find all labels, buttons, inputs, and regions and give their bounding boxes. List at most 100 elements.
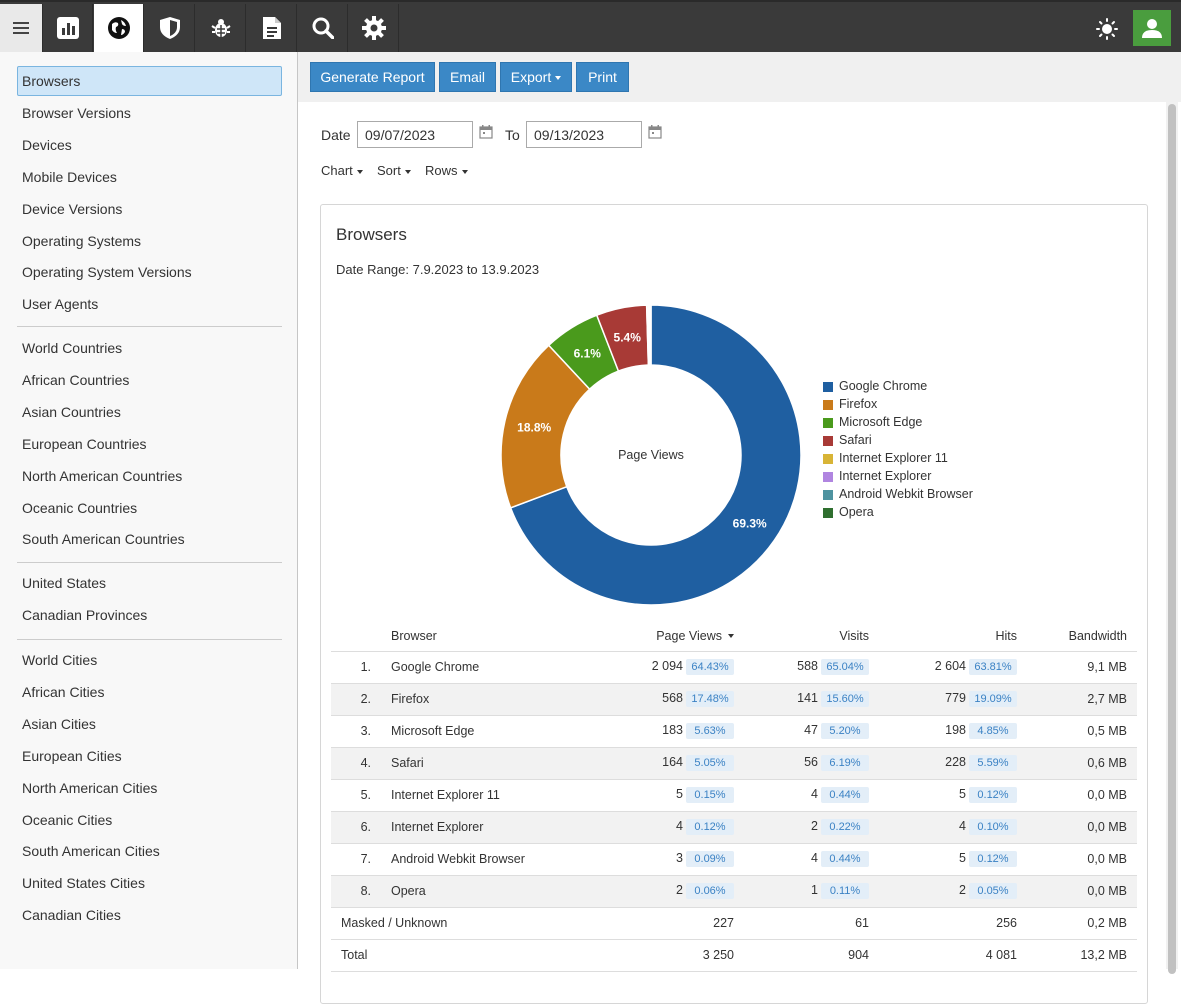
email-button[interactable]: Email bbox=[439, 62, 496, 92]
sidebar-item-asian-countries[interactable]: Asian Countries bbox=[22, 403, 121, 420]
row-bandwidth: 9,1 MB bbox=[1027, 651, 1137, 684]
bar-chart-icon[interactable] bbox=[43, 4, 93, 52]
chevron-down-icon bbox=[555, 76, 562, 81]
row-rank: 4. bbox=[331, 747, 381, 780]
sidebar-item-world-cities[interactable]: World Cities bbox=[22, 652, 98, 668]
bug-icon[interactable] bbox=[196, 4, 246, 52]
rows-dropdown[interactable]: Rows bbox=[425, 163, 468, 178]
sidebar-item-oceanic-cities[interactable]: Oceanic Cities bbox=[22, 811, 113, 828]
date-from-input[interactable] bbox=[357, 121, 473, 148]
browsers-table: Browser Page Views Visits Hits Bandwidth… bbox=[331, 621, 1137, 972]
sidebar-item-user-agents[interactable]: User Agents bbox=[22, 296, 99, 313]
sidebar-item-north-american-countries[interactable]: North American Countries bbox=[22, 467, 183, 484]
document-icon[interactable] bbox=[247, 4, 297, 52]
row-rank: 2. bbox=[331, 683, 381, 716]
col-header-page-views[interactable]: Page Views bbox=[584, 621, 744, 652]
sidebar-item-canadian-cities[interactable]: Canadian Cities bbox=[22, 907, 121, 924]
row-page-views: 164 5.05% bbox=[584, 747, 744, 780]
sidebar-item-european-countries[interactable]: European Countries bbox=[22, 435, 147, 452]
total-row: Total 3 250 904 4 081 13,2 MB bbox=[331, 939, 1137, 972]
sort-desc-icon bbox=[728, 634, 734, 639]
total-row-label: Total bbox=[331, 939, 584, 972]
pie-slice-google-chrome[interactable] bbox=[509, 304, 802, 606]
row-hits: 198 4.85% bbox=[879, 715, 1027, 748]
sidebar-item-devices[interactable]: Devices bbox=[22, 136, 72, 153]
row-browser-name: Google Chrome bbox=[381, 651, 584, 684]
generate-report-button[interactable]: Generate Report bbox=[310, 62, 435, 92]
sidebar-item-north-american-cities[interactable]: North American Cities bbox=[22, 779, 158, 796]
vertical-scrollbar[interactable] bbox=[1166, 102, 1178, 974]
pie-slice-opera[interactable] bbox=[649, 304, 652, 366]
sidebar-item-south-american-cities[interactable]: South American Cities bbox=[22, 843, 160, 860]
shield-icon[interactable] bbox=[145, 4, 195, 52]
col-header-hits[interactable]: Hits bbox=[879, 621, 1027, 652]
main-content: Generate Report Email Export Print Date … bbox=[298, 52, 1181, 1004]
sidebar-item-asian-cities[interactable]: Asian Cities bbox=[22, 715, 96, 732]
legend-label: Internet Explorer bbox=[839, 469, 932, 483]
sidebar-item-african-cities[interactable]: African Cities bbox=[22, 683, 105, 700]
row-page-views-value: 3 bbox=[676, 851, 683, 865]
row-rank: 6. bbox=[331, 811, 381, 844]
row-hits-value: 779 bbox=[945, 691, 966, 705]
row-page-views: 4 0.12% bbox=[584, 811, 744, 844]
row-visits: 4 0.44% bbox=[744, 843, 879, 876]
sidebar-item-south-american-countries[interactable]: South American Countries bbox=[22, 531, 185, 548]
row-visits-percent-badge: 0.44% bbox=[821, 787, 869, 803]
row-visits: 588 65.04% bbox=[744, 651, 879, 684]
col-header-browser[interactable]: Browser bbox=[381, 621, 584, 652]
gear-icon[interactable] bbox=[349, 4, 399, 52]
sort-dropdown[interactable]: Sort bbox=[377, 163, 411, 178]
calendar-icon[interactable] bbox=[648, 125, 662, 139]
row-bandwidth: 0,0 MB bbox=[1027, 779, 1137, 812]
sidebar-item-browser-versions[interactable]: Browser Versions bbox=[22, 104, 131, 121]
print-button[interactable]: Print bbox=[576, 62, 629, 92]
user-icon[interactable] bbox=[1133, 10, 1171, 46]
sidebar-item-world-countries[interactable]: World Countries bbox=[22, 340, 123, 356]
row-visits-value: 141 bbox=[797, 691, 818, 705]
row-browser-name: Safari bbox=[381, 747, 584, 780]
sidebar-item-operating-system-versions[interactable]: Operating System Versions bbox=[22, 264, 192, 281]
row-page-views: 2 094 64.43% bbox=[584, 651, 744, 684]
sun-icon[interactable] bbox=[1090, 12, 1124, 46]
calendar-icon[interactable] bbox=[479, 125, 493, 139]
row-page-views-percent-badge: 17.48% bbox=[686, 691, 734, 707]
total-row-hits: 4 081 bbox=[879, 939, 1027, 972]
total-row-page-views: 3 250 bbox=[584, 939, 744, 972]
sidebar-item-african-countries[interactable]: African Countries bbox=[22, 371, 130, 388]
globe-icon[interactable] bbox=[94, 4, 144, 52]
row-page-views-value: 183 bbox=[662, 723, 683, 737]
top-navigation-bar bbox=[0, 0, 1181, 52]
row-visits-percent-badge: 6.19% bbox=[821, 755, 869, 771]
col-header-bandwidth[interactable]: Bandwidth bbox=[1027, 621, 1137, 652]
row-browser-name: Opera bbox=[381, 875, 584, 908]
legend-swatch bbox=[823, 454, 833, 464]
legend-label: Internet Explorer 11 bbox=[839, 451, 948, 465]
row-page-views-value: 568 bbox=[662, 691, 683, 705]
sidebar-item-mobile-devices[interactable]: Mobile Devices bbox=[22, 168, 117, 185]
sidebar-item-oceanic-countries[interactable]: Oceanic Countries bbox=[22, 499, 138, 516]
sidebar-item-european-cities[interactable]: European Cities bbox=[22, 747, 122, 764]
menu-icon[interactable] bbox=[0, 4, 43, 52]
row-visits-value: 2 bbox=[811, 819, 818, 833]
row-hits-value: 2 604 bbox=[934, 659, 966, 673]
row-visits: 56 6.19% bbox=[744, 747, 879, 780]
export-button[interactable]: Export bbox=[500, 62, 572, 92]
row-visits-percent-badge: 65.04% bbox=[821, 659, 869, 675]
chart-dropdown[interactable]: Chart bbox=[321, 163, 363, 178]
sidebar-item-canadian-provinces[interactable]: Canadian Provinces bbox=[22, 606, 148, 623]
search-icon[interactable] bbox=[298, 4, 348, 52]
sidebar-item-browsers[interactable]: Browsers bbox=[17, 66, 282, 96]
legend-label: Microsoft Edge bbox=[839, 415, 923, 429]
row-bandwidth: 2,7 MB bbox=[1027, 683, 1137, 716]
sidebar-item-united-states[interactable]: United States bbox=[22, 575, 107, 591]
legend-label: Google Chrome bbox=[839, 379, 928, 393]
col-header-visits[interactable]: Visits bbox=[744, 621, 879, 652]
sidebar-item-operating-systems[interactable]: Operating Systems bbox=[22, 232, 142, 249]
date-to-input[interactable] bbox=[526, 121, 642, 148]
scrollbar-thumb[interactable] bbox=[1168, 104, 1176, 974]
row-page-views-percent-badge: 0.06% bbox=[686, 883, 734, 899]
sidebar-item-united-states-cities[interactable]: United States Cities bbox=[22, 875, 145, 892]
row-page-views: 3 0.09% bbox=[584, 843, 744, 876]
sidebar-item-device-versions[interactable]: Device Versions bbox=[22, 200, 123, 217]
table-row: 3. Microsoft Edge 183 5.63% 47 5.20% 198 4.85% 0… bbox=[331, 715, 1137, 748]
